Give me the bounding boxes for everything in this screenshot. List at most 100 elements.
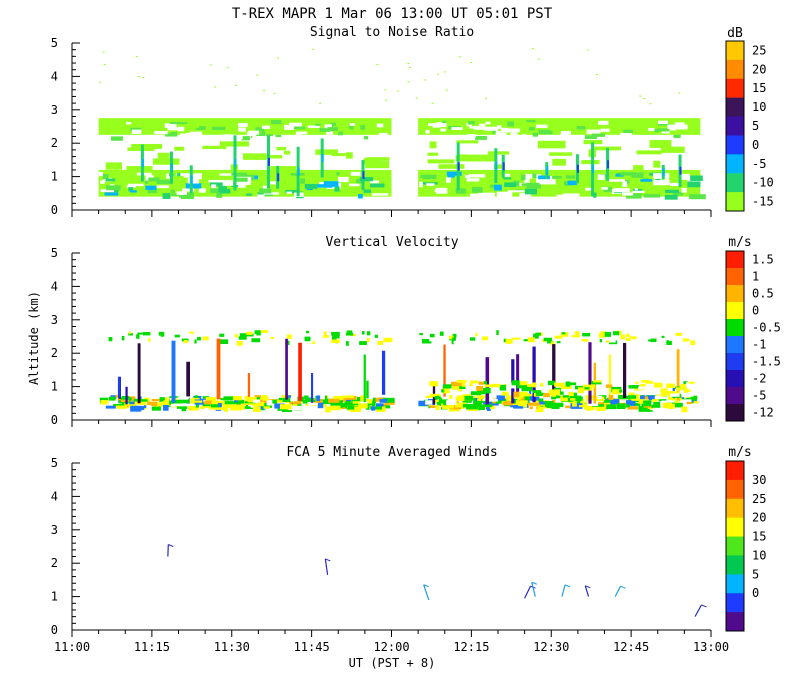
snr-sparse-dot bbox=[103, 63, 106, 65]
vv-mid-cell bbox=[591, 381, 602, 385]
vv-mid-cell bbox=[644, 396, 649, 400]
snr-lower-speck bbox=[218, 186, 228, 193]
colorbar-label: 0 bbox=[752, 304, 759, 318]
colorbar-swatch bbox=[726, 555, 744, 575]
vv-mid-cell bbox=[551, 394, 556, 397]
vv-low-cell bbox=[637, 399, 645, 404]
vv-low-cell bbox=[515, 400, 528, 405]
snr-band-speck bbox=[275, 134, 282, 138]
vv-mid-cell bbox=[619, 389, 623, 393]
vv-low-cell bbox=[232, 396, 242, 401]
snr-band-speck bbox=[130, 127, 142, 131]
colorbar-swatch bbox=[726, 135, 744, 155]
vv-streak bbox=[381, 350, 386, 395]
vv-top-cell bbox=[565, 336, 575, 341]
colorbar-label: 1 bbox=[752, 270, 759, 284]
vv-low-cell bbox=[161, 401, 174, 406]
snr-mid-patch bbox=[493, 164, 505, 169]
vv-low-cell bbox=[560, 400, 569, 405]
snr-lower-speck bbox=[286, 191, 292, 194]
vv-top-cell bbox=[273, 336, 277, 340]
snr-band-speck bbox=[623, 129, 633, 134]
vv-low-cell bbox=[568, 399, 579, 404]
vv-low-cell bbox=[340, 396, 351, 403]
snr-band-speck bbox=[566, 134, 577, 140]
snr-sparse-dot bbox=[319, 102, 322, 104]
colorbar-swatch bbox=[726, 116, 744, 136]
vv-low-cell bbox=[379, 398, 388, 403]
snr-band-speck bbox=[479, 123, 486, 127]
snr-band-speck bbox=[528, 127, 535, 131]
snr-band-speck bbox=[507, 121, 515, 127]
vv-streak bbox=[608, 354, 611, 399]
snr-lower-speck bbox=[503, 177, 512, 180]
x-tick-label: 12:00 bbox=[373, 640, 409, 654]
snr-mid-patch bbox=[487, 151, 509, 155]
snr-band-speck bbox=[418, 135, 426, 138]
vv-streak bbox=[485, 357, 490, 405]
vv-mid-cell bbox=[688, 381, 695, 384]
vv-low-cell bbox=[425, 400, 433, 405]
vv-top-cell bbox=[346, 330, 353, 335]
vv-low-cell bbox=[371, 400, 376, 407]
vv-low-cell bbox=[278, 397, 283, 401]
x-tick-label: 12:15 bbox=[453, 640, 489, 654]
colorbar-swatch bbox=[726, 536, 744, 556]
colorbar-label: 25 bbox=[752, 43, 766, 57]
snr-band-speck bbox=[154, 131, 168, 135]
snr-lower-speck bbox=[456, 188, 466, 194]
vv-low-cell bbox=[345, 401, 351, 404]
snr-lower-speck bbox=[419, 181, 423, 188]
vv-mid-cell bbox=[549, 389, 561, 396]
vv-low-cell bbox=[510, 405, 519, 408]
colorbar-label: 5 bbox=[752, 119, 759, 133]
wind-barb-flag bbox=[620, 585, 626, 589]
snr-band-speck bbox=[661, 130, 670, 134]
vv-mid-cell bbox=[680, 384, 687, 389]
vv-mid-cell bbox=[518, 396, 529, 401]
snr-band-speck bbox=[667, 124, 681, 130]
snr-band-speck bbox=[327, 127, 338, 131]
vv-mid-cell bbox=[463, 395, 474, 400]
y-tick-label: 4 bbox=[51, 489, 58, 503]
vv-top-cell bbox=[374, 334, 378, 338]
snr-lower-speck bbox=[504, 182, 517, 188]
snr-lower-speck bbox=[356, 178, 362, 184]
y-tick-label: 5 bbox=[51, 456, 58, 470]
vv-top-cell bbox=[306, 330, 309, 334]
vv-mid-cell bbox=[560, 385, 572, 390]
y-axis-label: Altitude (km) bbox=[27, 291, 41, 385]
y-tick-label: 3 bbox=[51, 103, 58, 117]
vv-low-cell bbox=[534, 398, 539, 404]
snr-band-speck bbox=[600, 128, 610, 132]
colorbar-frame bbox=[725, 250, 745, 422]
vv-low-cell bbox=[496, 395, 505, 401]
vv-mid-cell bbox=[686, 389, 691, 392]
vv-mid-cell bbox=[584, 387, 590, 390]
wind-barb bbox=[423, 584, 430, 601]
snr-lower-speck bbox=[100, 180, 105, 184]
vv-low-cell bbox=[279, 404, 292, 410]
vv-mid-cell bbox=[661, 388, 668, 393]
snr-band-speck bbox=[126, 122, 132, 125]
vv-low-cell bbox=[287, 395, 292, 398]
colorbar-swatch bbox=[726, 517, 744, 538]
vv-low-cell bbox=[513, 406, 524, 409]
vv-low-cell bbox=[358, 403, 368, 409]
snr-band-speck bbox=[238, 122, 248, 128]
snr-lower-speck bbox=[687, 181, 701, 188]
vv-low-cell bbox=[360, 395, 365, 401]
colorbar-label: 25 bbox=[752, 492, 766, 506]
snr-plume-core bbox=[592, 165, 595, 174]
snr-band-speck bbox=[648, 127, 655, 131]
vv-top-cell bbox=[377, 340, 384, 345]
snr-mid-patch bbox=[427, 152, 439, 156]
snr-lower-speck bbox=[531, 173, 540, 179]
vv-low-cell bbox=[169, 399, 173, 405]
snr-band-speck bbox=[307, 125, 320, 129]
vv-low-cell bbox=[293, 405, 302, 411]
snr-sparse-dot bbox=[595, 74, 598, 76]
vv-top-cell bbox=[626, 333, 630, 337]
snr-mid-patch bbox=[537, 140, 566, 149]
vv-mid-cell bbox=[661, 392, 666, 397]
